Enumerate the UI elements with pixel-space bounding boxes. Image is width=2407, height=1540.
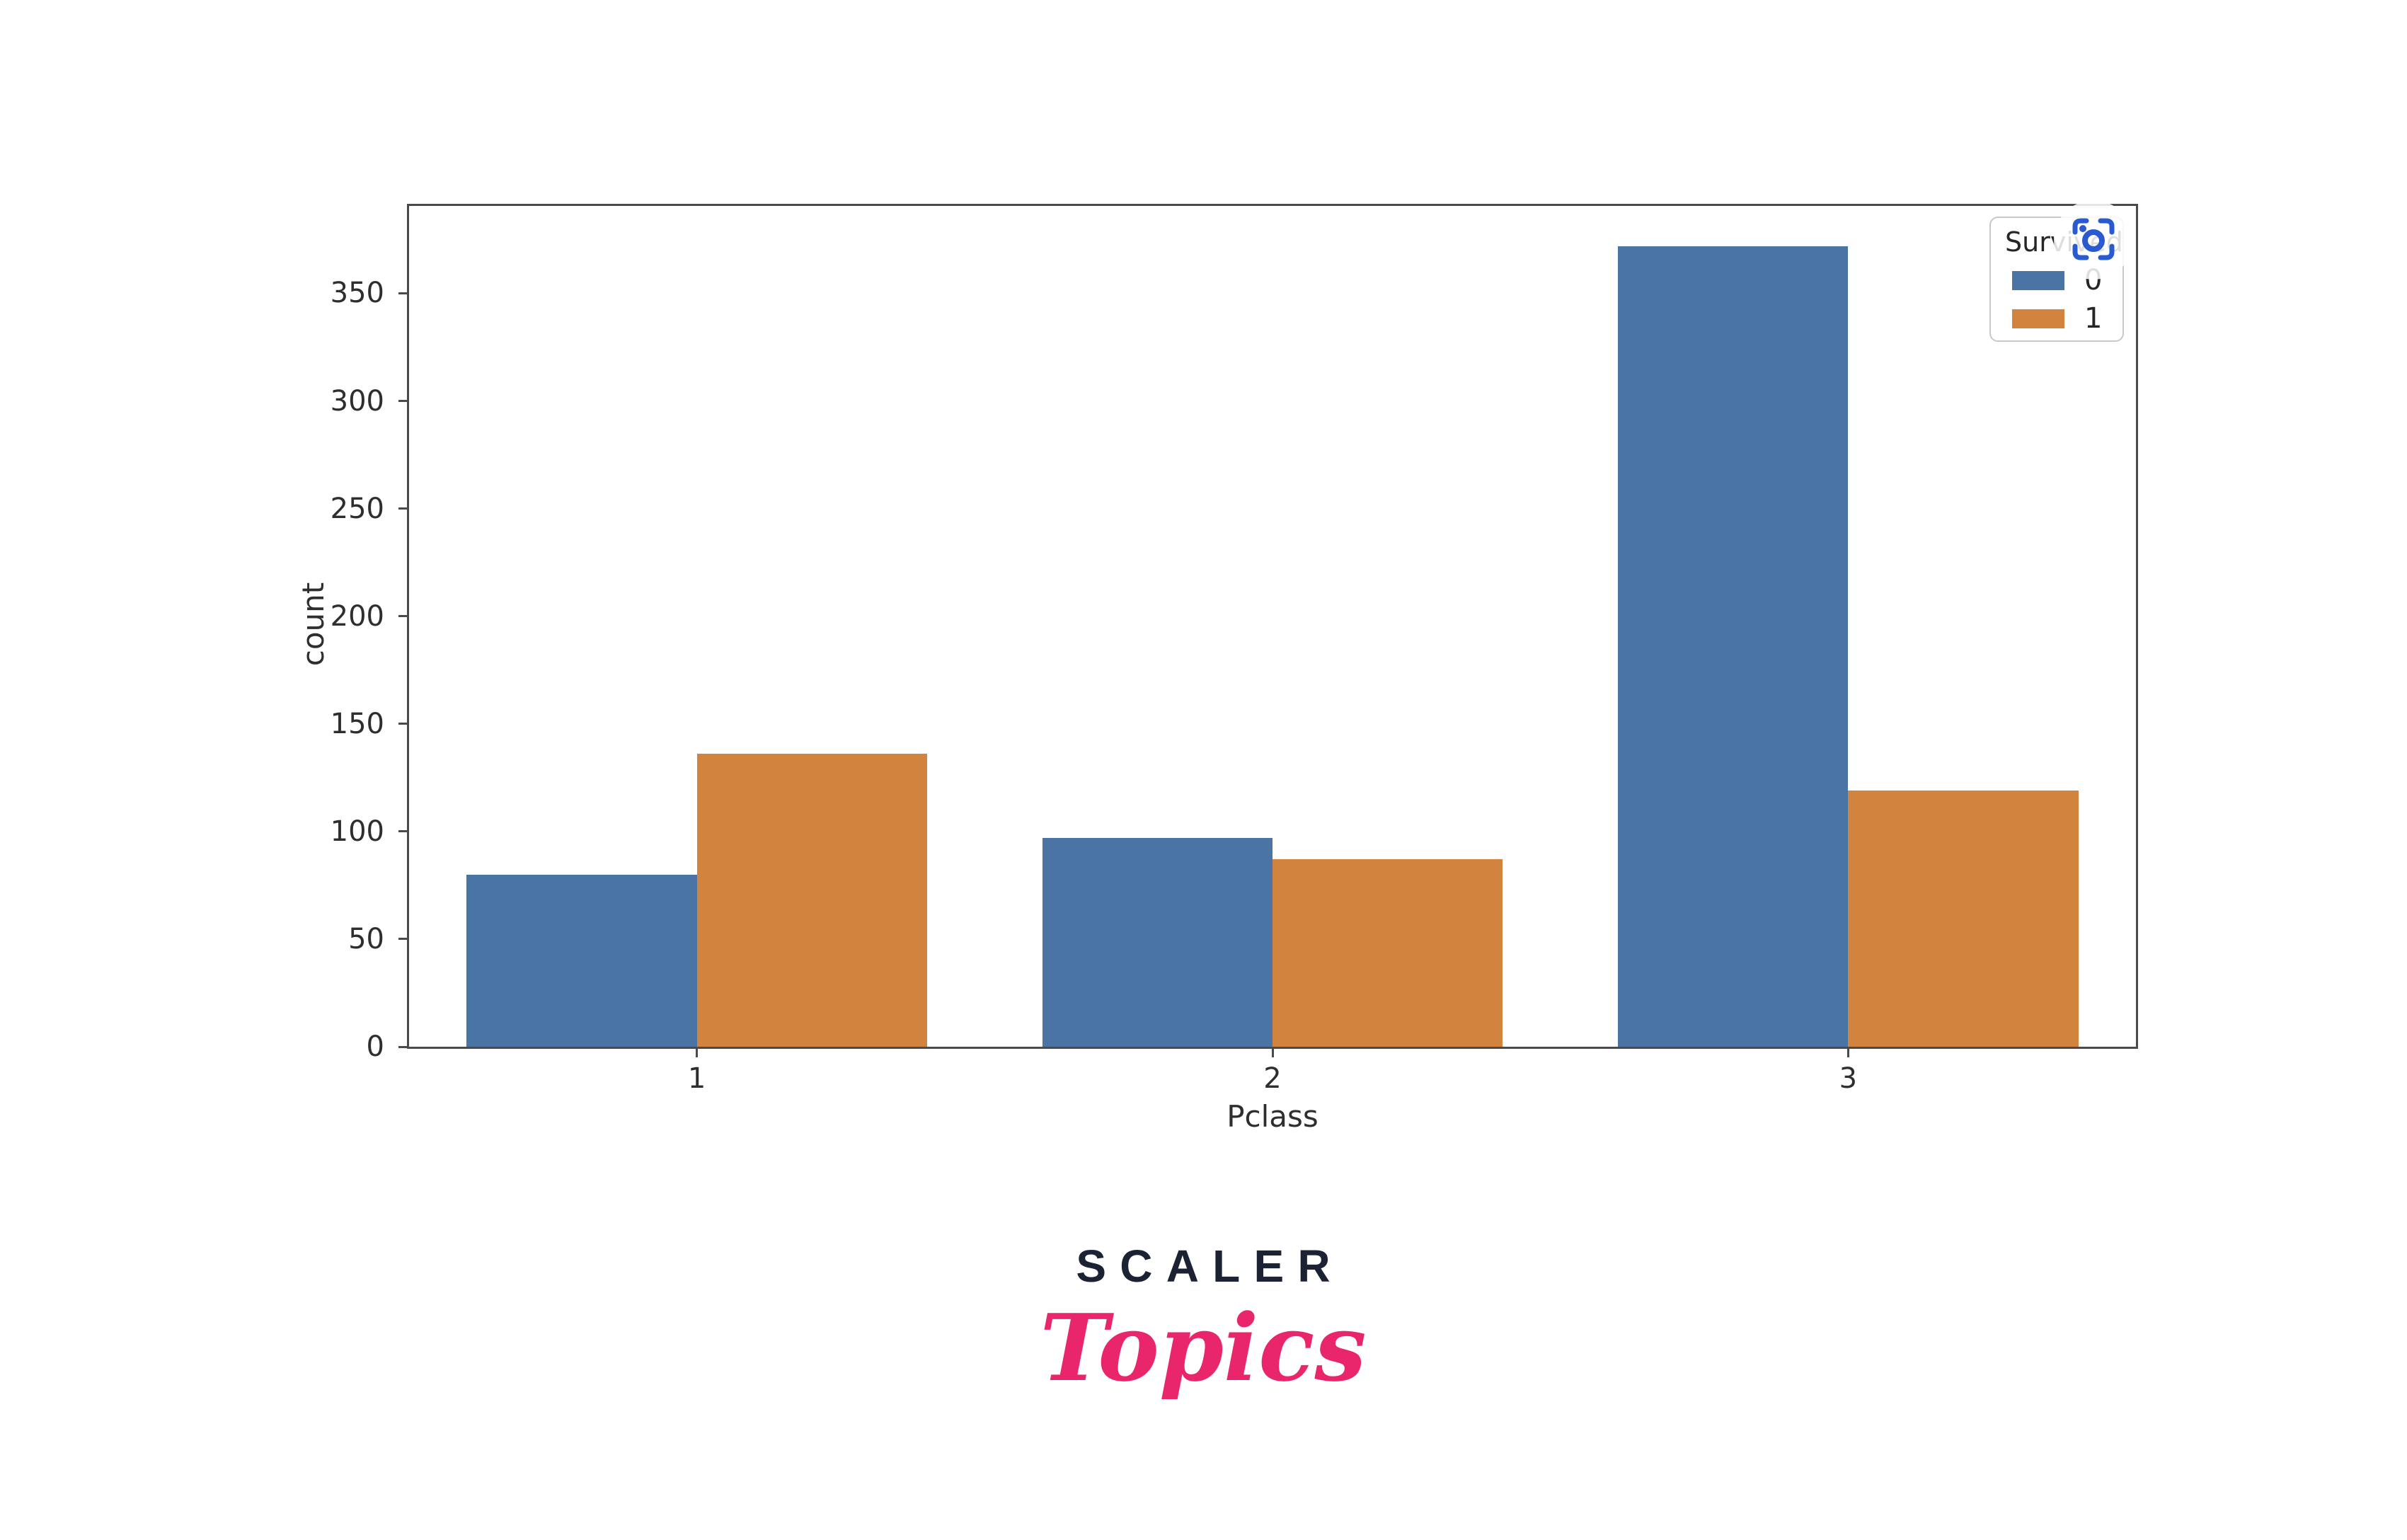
y-tick-label-150: 150	[330, 707, 384, 740]
bar-pclass1-survived1	[696, 754, 927, 1047]
y-tick-0	[398, 1045, 407, 1048]
y-tick-label-200: 200	[330, 599, 384, 633]
bar-pclass2-survived0	[1042, 837, 1273, 1047]
y-tick-300	[398, 400, 407, 403]
y-tick-label-100: 100	[330, 815, 384, 848]
x-tick-3	[1846, 1049, 1849, 1057]
icon-halo	[2054, 200, 2133, 280]
legend-swatch-survived-0	[2012, 270, 2064, 290]
y-tick-label-250: 250	[330, 492, 384, 525]
x-tick-label-2: 2	[1263, 1062, 1282, 1095]
x-tick-label-1: 1	[687, 1062, 706, 1095]
y-tick-50	[398, 938, 407, 941]
y-tick-label-350: 350	[330, 277, 384, 310]
bar-pclass2-survived1	[1273, 859, 1503, 1047]
y-tick-100	[398, 830, 407, 833]
y-tick-label-300: 300	[330, 384, 384, 418]
x-tick-label-3: 3	[1839, 1062, 1858, 1095]
x-axis-label: Pclass	[1227, 1099, 1319, 1134]
scaler-topics-logo: SCALER Topics	[991, 1243, 1415, 1401]
y-tick-250	[398, 507, 407, 510]
logo-product-text: Topics	[1040, 1294, 1367, 1402]
plot-area: Pclass Survived 0 1 05010015020025030035…	[331, 204, 2138, 1134]
bar-pclass3-survived0	[1618, 246, 1849, 1047]
y-tick-label-50: 50	[348, 922, 384, 955]
x-tick-1	[696, 1049, 699, 1057]
legend-entry-survived-0: 0	[2012, 266, 2102, 294]
legend-label-survived-1: 1	[2084, 302, 2103, 335]
legend-swatch-survived-1	[2012, 309, 2064, 328]
y-tick-150	[398, 723, 407, 725]
y-tick-350	[398, 292, 407, 294]
screenshot-search-icon[interactable]	[2071, 217, 2116, 262]
logo-brand-text: SCALER	[1076, 1241, 1344, 1292]
bar-pclass1-survived0	[466, 874, 697, 1047]
y-tick-200	[398, 615, 407, 618]
y-tick-label-0: 0	[366, 1030, 384, 1063]
bar-pclass3-survived1	[1848, 791, 2079, 1047]
x-tick-2	[1271, 1049, 1274, 1057]
legend-entry-survived-1: 1	[2012, 302, 2103, 335]
